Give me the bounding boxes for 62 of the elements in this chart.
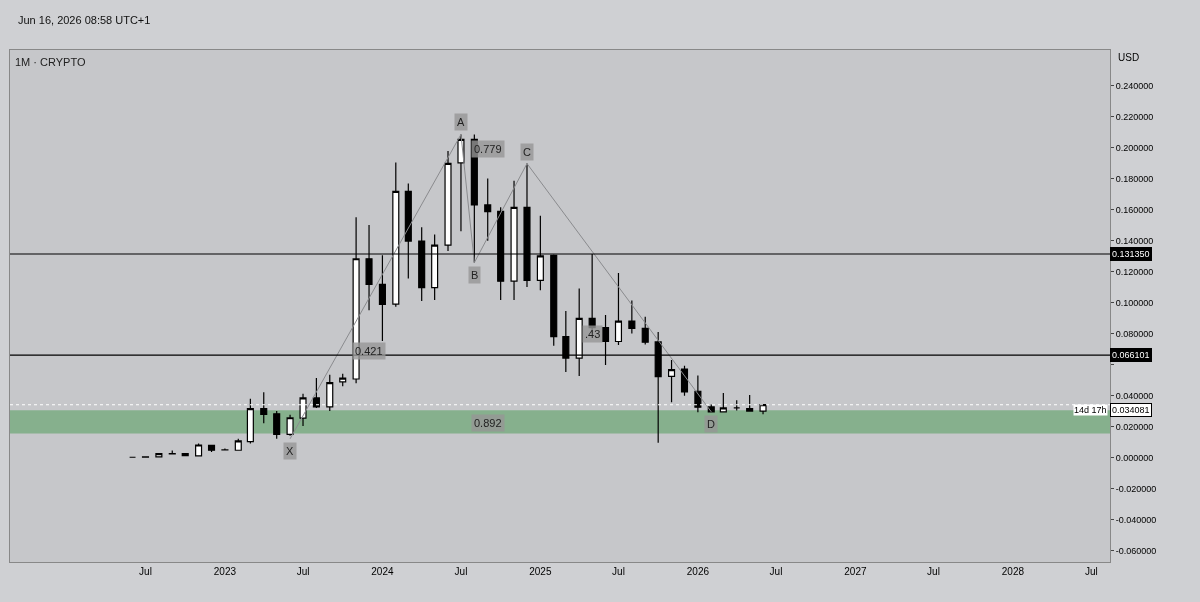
candlestick bbox=[286, 414, 294, 437]
candlestick bbox=[733, 399, 741, 412]
candlestick bbox=[746, 394, 754, 412]
ref-line-label: 0.066101 bbox=[1112, 350, 1150, 360]
candlestick bbox=[614, 272, 623, 346]
y-tick-label: 0.120000 bbox=[1115, 266, 1154, 277]
annotation: 14d 17h bbox=[1074, 405, 1107, 415]
annotation: X bbox=[286, 445, 294, 457]
y-tick-label: -0.020000 bbox=[1115, 483, 1157, 494]
annotation: 0.892 bbox=[474, 417, 502, 429]
y-tick-label: 0.040000 bbox=[1115, 390, 1154, 401]
annotation: .43 bbox=[585, 328, 601, 340]
candlestick bbox=[234, 438, 242, 452]
y-tick-label: 0.140000 bbox=[1115, 235, 1154, 246]
y-tick-label: 0.220000 bbox=[1115, 111, 1154, 122]
candlestick bbox=[273, 410, 281, 440]
x-tick-label: 2027 bbox=[844, 566, 867, 577]
y-tick-label: 0.080000 bbox=[1115, 328, 1154, 339]
x-tick-label: 2025 bbox=[529, 566, 552, 577]
y-tick-label: 0.160000 bbox=[1115, 204, 1154, 215]
chart-subtitle: Jun 16, 2026 08:58 UTC+1 bbox=[18, 14, 151, 26]
candlestick bbox=[260, 391, 268, 424]
x-tick-label: Jul bbox=[139, 566, 152, 577]
annotation: B bbox=[471, 269, 479, 281]
candlestick bbox=[680, 365, 689, 397]
candlestick bbox=[667, 359, 676, 403]
annotation: C bbox=[523, 146, 531, 158]
y-tick-label: -0.040000 bbox=[1115, 514, 1157, 525]
y-tick-label: -0.060000 bbox=[1115, 545, 1157, 556]
x-tick-label: Jul bbox=[1085, 566, 1098, 577]
x-tick-label: Jul bbox=[927, 566, 940, 577]
x-tick-label: 2028 bbox=[1001, 566, 1025, 577]
y-tick-label: 0.000000 bbox=[1115, 452, 1154, 463]
annotation: A bbox=[457, 116, 465, 128]
ref-line-label: 0.131350 bbox=[1112, 249, 1150, 259]
x-tick-label: 2026 bbox=[686, 566, 710, 577]
candlestick bbox=[207, 444, 216, 453]
ref-line-label: 0.034081 bbox=[1112, 405, 1150, 415]
candlestick bbox=[195, 443, 203, 457]
x-tick-label: Jul bbox=[769, 566, 783, 577]
y-tick-label: 0.180000 bbox=[1115, 173, 1154, 184]
x-tick-label: Jul bbox=[296, 566, 310, 577]
annotation: 0.421 bbox=[355, 345, 383, 357]
annotation: 0.779 bbox=[474, 143, 502, 155]
candlestick bbox=[339, 373, 347, 387]
candlestick bbox=[312, 377, 320, 409]
candlestick bbox=[444, 150, 452, 252]
y-tick-label: 0.100000 bbox=[1115, 297, 1154, 308]
candlestick bbox=[641, 316, 649, 346]
candlestick bbox=[484, 178, 492, 242]
x-tick-label: 2024 bbox=[371, 566, 394, 577]
candlestick bbox=[628, 299, 636, 335]
y-tick-label: 0.020000 bbox=[1115, 421, 1154, 432]
x-tick-label: Jul bbox=[612, 566, 625, 577]
candlestick bbox=[221, 447, 229, 452]
annotation: D bbox=[707, 418, 715, 430]
text: 1M · CRYPTO bbox=[15, 56, 86, 68]
y-axis-title: USD bbox=[1118, 52, 1140, 63]
y-tick-label: 0.200000 bbox=[1115, 142, 1154, 153]
x-tick-label: Jul bbox=[454, 566, 468, 577]
y-tick-label: 0.240000 bbox=[1115, 80, 1154, 91]
x-tick-label: 2023 bbox=[213, 566, 237, 577]
